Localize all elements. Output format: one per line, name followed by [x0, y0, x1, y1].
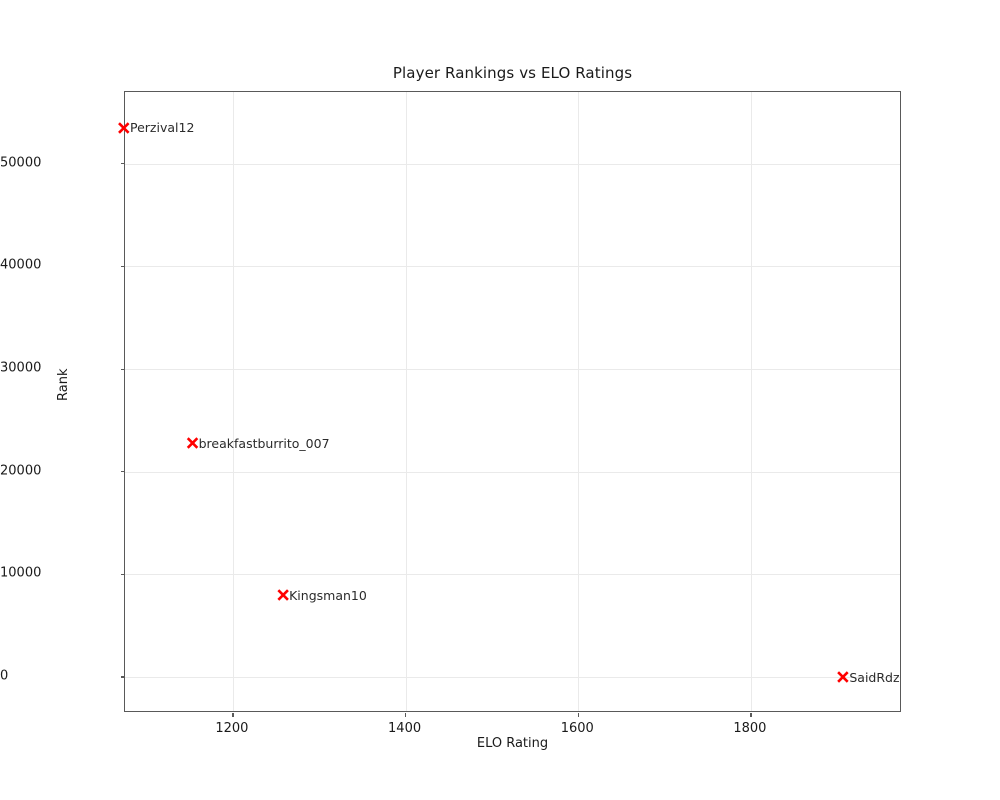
- y-tick-label: 10000: [0, 565, 42, 581]
- scatter-point-label: SaidRdz: [849, 669, 900, 685]
- x-tick-label: 1600: [560, 721, 594, 736]
- y-tick-mark: [120, 471, 125, 473]
- scatter-point[interactable]: breakfastburrito_007: [185, 435, 330, 451]
- cross-marker-icon: [837, 671, 850, 683]
- scatter-point[interactable]: SaidRdz: [835, 669, 900, 685]
- chart-title: Player Rankings vs ELO Ratings: [392, 64, 633, 82]
- y-tick-label: 40000: [0, 257, 42, 273]
- scatter-point-label: Perzival12: [130, 120, 195, 136]
- scatter-point[interactable]: Perzival12: [116, 120, 194, 136]
- y-tick-label: 50000: [0, 155, 42, 171]
- gridline-vertical: [750, 92, 752, 711]
- x-tick-label: 1200: [215, 721, 249, 736]
- gridline-horizontal: [125, 163, 900, 165]
- y-tick-mark: [120, 573, 125, 576]
- x-axis-label: ELO Rating: [476, 736, 549, 751]
- y-tick-label: 20000: [0, 463, 42, 479]
- y-tick-mark: [120, 676, 125, 678]
- scatter-point-label: breakfastburrito_007: [198, 435, 330, 451]
- y-tick-label: 30000: [0, 360, 42, 376]
- x-tick-mark: [577, 713, 579, 718]
- gridline-horizontal: [125, 677, 900, 679]
- gridline-vertical: [578, 92, 580, 711]
- gridline-horizontal: [125, 369, 900, 371]
- x-tick-mark: [232, 713, 234, 718]
- gridline-horizontal: [125, 574, 900, 576]
- gridline-vertical: [232, 92, 234, 711]
- cross-marker-icon: [277, 589, 289, 602]
- scatter-point[interactable]: Kingsman10: [275, 587, 367, 603]
- plot-area: Perzival12 breakfastburrito_007 Kingsman10…: [118, 91, 901, 718]
- y-tick-mark: [120, 368, 125, 370]
- y-tick-mark: [120, 163, 125, 165]
- gridline-vertical: [405, 92, 407, 711]
- cross-marker-icon: [118, 122, 130, 134]
- y-tick-mark: [120, 265, 125, 268]
- gridline-horizontal: [125, 266, 900, 268]
- gridline-horizontal: [125, 471, 900, 473]
- scatter-point-label: Kingsman10: [289, 587, 367, 603]
- x-tick-mark: [404, 713, 407, 718]
- y-tick-label: 0: [0, 668, 9, 684]
- x-tick-label: 1400: [388, 721, 422, 736]
- cross-marker-icon: [186, 437, 199, 449]
- x-tick-mark: [750, 713, 752, 718]
- x-tick-label: 1800: [733, 721, 767, 736]
